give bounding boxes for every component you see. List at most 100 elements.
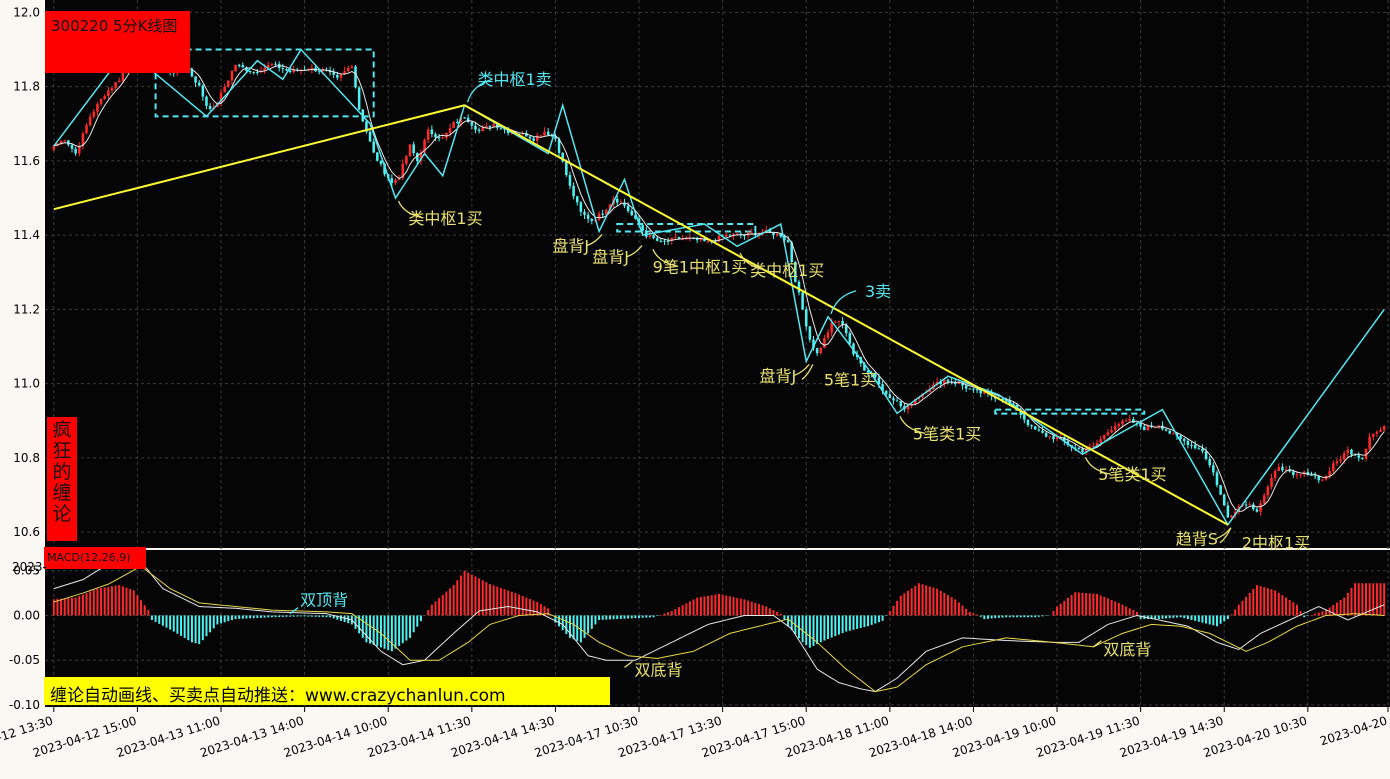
price-tick-label: 10.6 [13, 525, 40, 539]
candle-body [237, 64, 241, 66]
candle-body [790, 242, 793, 262]
candle-body [1124, 420, 1128, 422]
candle-body [797, 281, 801, 293]
candle-body [357, 87, 361, 110]
chart-title-text: 300220 5分K线图 [51, 17, 178, 35]
candle-body [575, 196, 579, 203]
side-label: 疯 狂 的 缠 论 [47, 417, 77, 541]
side-label-char: 的 [52, 461, 72, 483]
candle-body [1132, 418, 1135, 423]
candle-body [405, 156, 408, 164]
candle-body [63, 140, 66, 142]
candle-body [801, 292, 804, 310]
annotation-label: 类中枢1买 [408, 209, 482, 228]
annotation-arrow [801, 364, 814, 380]
price-tick-label: 11.2 [13, 302, 40, 316]
candle-body [234, 64, 237, 72]
candle-body [321, 69, 325, 72]
candle-body [1182, 438, 1186, 442]
candle-body [535, 135, 539, 141]
candle-body [1266, 486, 1270, 496]
candle-body [103, 95, 106, 99]
candle-body [1193, 445, 1197, 449]
candle-body [419, 152, 423, 162]
candle-body [285, 69, 288, 71]
price-tick-label: 11.6 [13, 154, 40, 168]
trend-line [53, 104, 465, 211]
candle-body [1281, 466, 1284, 471]
zhongshu-box [154, 48, 375, 118]
candle-body [1164, 429, 1168, 431]
candle-body [601, 213, 604, 215]
candle-body [52, 146, 56, 150]
candle-body [376, 152, 379, 161]
candle-body [699, 238, 703, 241]
candle-body [681, 238, 684, 240]
candle-body [881, 384, 884, 392]
candle-body [1350, 449, 1353, 455]
candle-body [463, 117, 466, 119]
gridlines [45, 0, 1390, 707]
candle-body [1041, 430, 1044, 433]
candle-body [332, 72, 335, 75]
candle-body [1244, 504, 1248, 506]
candle-body [1259, 503, 1262, 512]
candle-body [401, 163, 405, 178]
candle-body [714, 241, 717, 243]
candle-body [110, 87, 114, 91]
candle-body [1288, 469, 1291, 472]
moving-average [53, 55, 1385, 512]
candle-body [1372, 433, 1375, 437]
candle-body [1215, 472, 1219, 486]
candle-body [605, 209, 608, 215]
candle-body [423, 139, 426, 153]
bi-stroke-line [53, 48, 1385, 527]
candle-body [263, 67, 266, 71]
zhongshu-boxes [154, 48, 1146, 415]
candle-body [1019, 410, 1022, 415]
candle-body [350, 66, 354, 68]
price-tick-label: 11.4 [13, 228, 40, 242]
price-tick-label: 12.0 [13, 5, 40, 19]
trend-line [464, 104, 1229, 526]
candle-body [914, 398, 917, 404]
annotation-arrow [289, 607, 299, 615]
candle-body [430, 129, 434, 135]
candle-body [1295, 474, 1299, 476]
candle-body [830, 322, 833, 333]
promo-banner[interactable]: 缠论自动画线、买卖点自动推送：www.crazychanlun.com [44, 677, 610, 706]
candle-body [703, 238, 706, 242]
candle-body [223, 86, 226, 93]
candle-body [74, 148, 77, 154]
annotation-arrow [1219, 527, 1232, 544]
candle-body [844, 324, 848, 334]
candle-body [928, 389, 932, 393]
candle-body [815, 347, 819, 354]
candle-body [884, 391, 888, 395]
candle-body [267, 65, 270, 68]
candle-body [837, 321, 841, 323]
candle-body [292, 69, 295, 73]
annotation-arrow [397, 200, 424, 219]
candle-body [470, 122, 474, 126]
candle-body [583, 211, 586, 215]
candle-body [1368, 436, 1371, 449]
candle-body [964, 385, 968, 389]
macd-lines [53, 552, 1385, 693]
candle-body [641, 225, 644, 231]
candle-body [383, 163, 386, 175]
candle-body [117, 80, 121, 83]
candle-body [1321, 479, 1324, 481]
candle-body [368, 131, 372, 142]
candle-body [1095, 442, 1099, 446]
candle-body [81, 133, 85, 147]
candle-body [648, 235, 652, 237]
candle-body [92, 111, 96, 117]
candle-body [1146, 425, 1150, 431]
macd-tick-label: 0.00 [13, 608, 40, 622]
candle-body [979, 390, 982, 394]
candle-body [114, 82, 117, 88]
candle-body [1092, 445, 1095, 447]
annotation-label: 3卖 [865, 282, 891, 301]
